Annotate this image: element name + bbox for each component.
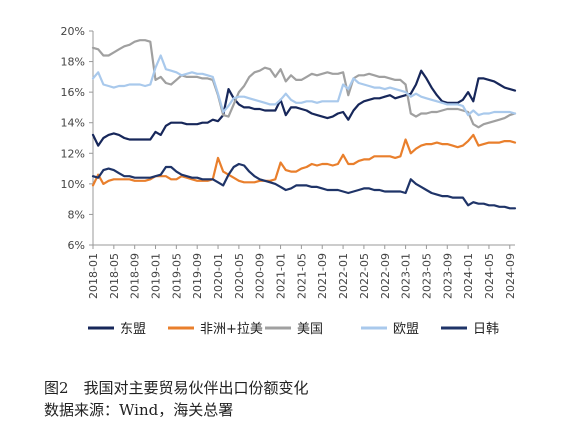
- legend: 东盟 非洲+拉美 美国 欧盟 日韩: [88, 322, 499, 337]
- legend-label: 日韩: [473, 322, 499, 337]
- series-line-5: [91, 162, 517, 210]
- legend-label: 东盟: [120, 322, 146, 337]
- x-tick-label: 2020-05: [233, 253, 246, 299]
- figure-caption: 图2 我国对主要贸易伙伴出口份额变化: [44, 379, 309, 397]
- x-tick-label: 2021-05: [295, 253, 308, 299]
- x-tick-label: 2020-09: [254, 253, 267, 299]
- series-line-4: [91, 54, 517, 117]
- series-line-2: [91, 133, 517, 187]
- x-tick-label: 2022-09: [379, 253, 392, 299]
- x-tick-label: 2023-01: [400, 253, 413, 299]
- x-tick-label: 2024-05: [483, 253, 496, 299]
- x-tick-label: 2021-01: [275, 253, 288, 299]
- y-axis: 6% 8% 10% 12% 14% 16% 18% 20%: [61, 25, 94, 252]
- x-tick-label: 2019-01: [150, 253, 163, 299]
- plot-lines: [91, 39, 517, 210]
- legend-label: 非洲+拉美: [200, 322, 263, 337]
- x-tick-label: 2022-01: [337, 253, 350, 299]
- y-tick-label: 20%: [61, 25, 85, 38]
- y-tick-label: 16%: [61, 86, 85, 99]
- x-tick-label: 2018-05: [108, 253, 121, 299]
- x-tick-label: 2024-09: [504, 253, 517, 299]
- y-tick-label: 6%: [68, 239, 85, 252]
- x-tick-label: 2024-01: [462, 253, 475, 299]
- y-tick-label: 12%: [61, 147, 85, 160]
- y-tick-label: 14%: [61, 117, 85, 130]
- data-source-note: 数据来源：Wind，海关总署: [44, 401, 234, 419]
- x-tick-label: 2020-01: [212, 253, 225, 299]
- legend-label: 欧盟: [393, 322, 419, 337]
- x-tick-label: 2018-01: [87, 253, 100, 299]
- x-tick-label: 2019-09: [191, 253, 204, 299]
- series-line-3: [91, 39, 517, 129]
- x-tick-label: 2021-09: [316, 253, 329, 299]
- x-tick-label: 2023-09: [441, 253, 454, 299]
- x-tick-label: 2022-05: [358, 253, 371, 299]
- x-axis: 2018-01 2018-05 2018-09 2019-01 2019-05 2019-…: [87, 244, 517, 299]
- x-tick-label: 2019-05: [170, 253, 183, 299]
- x-tick-label: 2018-09: [129, 253, 142, 299]
- chart: 6%8%10%12%14%16%18%20% 2018-01 2018-05 201…: [61, 25, 517, 337]
- x-tick-label: 2023-05: [420, 253, 433, 299]
- y-tick-label: 10%: [61, 178, 85, 191]
- y-tick-label: 8%: [68, 208, 85, 221]
- series-line-1: [91, 69, 517, 147]
- y-tick-label: 18%: [61, 56, 85, 69]
- legend-label: 美国: [297, 322, 323, 337]
